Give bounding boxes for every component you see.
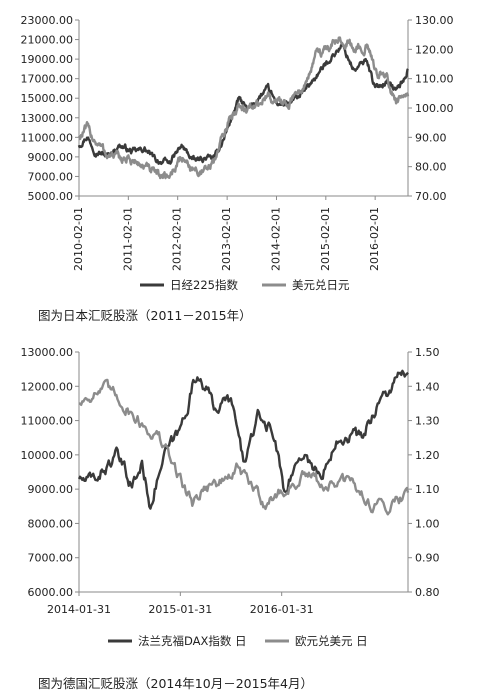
y-left-tick-label: 5000.00: [28, 190, 74, 203]
x-tick-label: 2015-01-31: [148, 603, 212, 616]
y-right-tick-label: 120.00: [415, 43, 454, 56]
y-left-tick-label: 9000.00: [28, 151, 74, 164]
x-tick-label: 2016-01-31: [250, 603, 314, 616]
y-right-tick-label: 0.80: [415, 586, 440, 599]
x-tick-label: 2012-02-01: [171, 207, 184, 271]
y-right-tick-label: 90.00: [415, 131, 447, 144]
y-left-tick-label: 7000.00: [28, 552, 74, 565]
legend-label-eurusd: 欧元兑美元 日: [295, 634, 368, 648]
legend-label-dax: 法兰克福DAX指数 日: [138, 634, 247, 648]
chart2: 13000.00 12000.00 11000.00 10000.00 9000.00 8…: [21, 346, 440, 648]
y-right-tick-label: 70.00: [415, 190, 447, 203]
series-line-secondary: [78, 378, 410, 516]
y-right-tick-label: 1.10: [415, 483, 440, 496]
chart1: 23000.00 21000.00 19000.00 17000.00 15000.00…: [21, 14, 454, 292]
x-tick-label: 2014-01-31: [47, 603, 111, 616]
y-right-tick-label: 0.90: [415, 552, 440, 565]
y-left-tick-label: 17000.00: [21, 73, 74, 86]
y-right-tick-label: 110.00: [415, 73, 454, 86]
y-left-tick-label: 8000.00: [28, 517, 74, 530]
legend-label-usdjpy: 美元兑日元: [292, 278, 350, 292]
y-left-tick-label: 13000.00: [21, 112, 74, 125]
y-left-tick-label: 13000.00: [21, 346, 74, 359]
y-right-tick-label: 130.00: [415, 14, 454, 27]
y-left-tick-label: 23000.00: [21, 14, 74, 27]
chart1-caption: 图为日本汇贬股涨（2011－2015年）: [38, 308, 252, 323]
y-left-tick-label: 12000.00: [21, 380, 74, 393]
y-left-tick-label: 6000.00: [28, 586, 74, 599]
series-line-secondary: [77, 36, 410, 180]
series-line-primary: [77, 42, 409, 166]
x-tick-label: 2010-02-01: [72, 207, 85, 271]
y-left-tick-label: 19000.00: [21, 53, 74, 66]
y-left-tick-label: 11000.00: [21, 131, 74, 144]
x-tick-label: 2011-02-01: [121, 207, 134, 271]
y-right-tick-label: 1.20: [415, 449, 440, 462]
legend-label-nikkei: 日经225指数: [170, 278, 238, 292]
y-right-tick-label: 1.00: [415, 517, 440, 530]
y-left-tick-label: 10000.00: [21, 449, 74, 462]
x-tick-label: 2015-02-01: [319, 207, 332, 271]
y-right-tick-label: 1.50: [415, 346, 440, 359]
y-left-tick-label: 9000.00: [28, 483, 74, 496]
y-left-tick-label: 15000.00: [21, 92, 74, 105]
y-left-tick-label: 21000.00: [21, 34, 74, 47]
series-line-primary: [77, 369, 409, 510]
x-tick-label: 2016-02-01: [368, 207, 381, 271]
y-right-tick-label: 80.00: [415, 161, 447, 174]
x-tick-label: 2014-02-01: [269, 207, 282, 271]
chart2-caption: 图为德国汇贬股涨（2014年10月－2015年4月）: [38, 676, 313, 691]
y-left-tick-label: 11000.00: [21, 415, 74, 428]
y-left-tick-label: 7000.00: [28, 170, 74, 183]
x-tick-label: 2013-02-01: [220, 207, 233, 271]
y-right-tick-label: 1.40: [415, 380, 440, 393]
y-right-tick-label: 1.30: [415, 415, 440, 428]
y-right-tick-label: 100.00: [415, 102, 454, 115]
